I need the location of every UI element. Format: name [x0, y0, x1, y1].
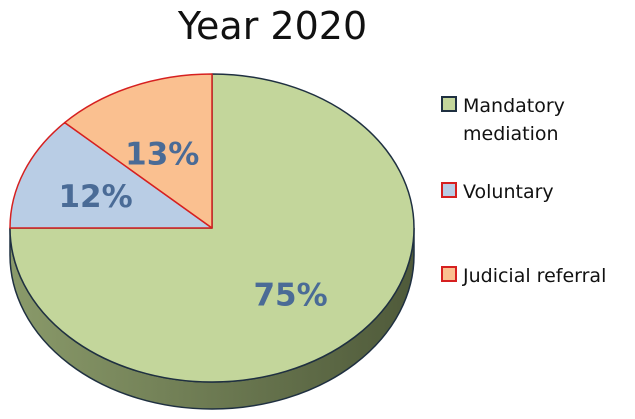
- chart-title: Year 2020: [177, 4, 368, 48]
- legend-swatch-mandatory: [441, 96, 457, 112]
- pie-slice-voluntary: [9, 121, 213, 229]
- legend-swatch-voluntary: [441, 182, 457, 198]
- legend-label-mandatory: Mandatory mediation: [463, 95, 565, 145]
- legend-label-voluntary: Voluntary: [463, 181, 554, 203]
- legend-item-mandatory: Mandatory mediation: [441, 92, 565, 148]
- legend-swatch-judicial: [441, 266, 457, 282]
- data-label-mandatory: 75%: [253, 278, 327, 314]
- data-label-voluntary: 12%: [58, 179, 132, 215]
- legend-item-voluntary: Voluntary: [441, 178, 554, 206]
- data-label-judicial: 13%: [125, 137, 199, 173]
- pie-slice-judicial: [63, 73, 213, 229]
- legend-item-judicial: Judicial referral: [441, 262, 606, 290]
- legend-label-judicial: Judicial referral: [463, 265, 607, 287]
